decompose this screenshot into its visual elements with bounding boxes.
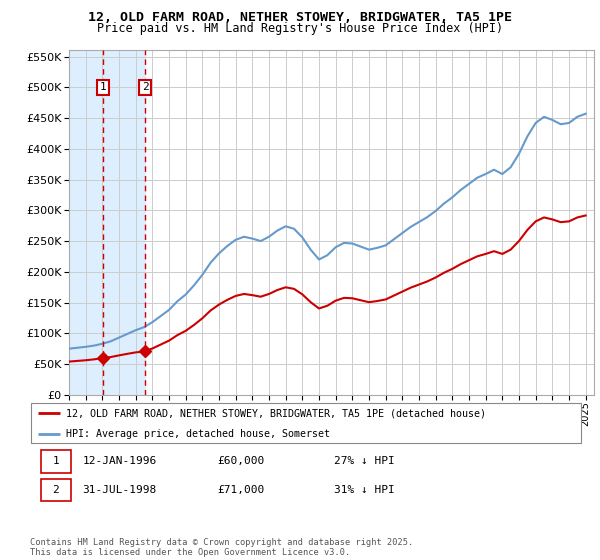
Text: 2: 2 (53, 485, 59, 495)
Text: HPI: Average price, detached house, Somerset: HPI: Average price, detached house, Some… (66, 430, 330, 439)
Text: Price paid vs. HM Land Registry's House Price Index (HPI): Price paid vs. HM Land Registry's House … (97, 22, 503, 35)
Text: 31% ↓ HPI: 31% ↓ HPI (334, 485, 394, 495)
Text: £71,000: £71,000 (218, 485, 265, 495)
Text: 12-JAN-1996: 12-JAN-1996 (82, 456, 157, 466)
Text: Contains HM Land Registry data © Crown copyright and database right 2025.
This d: Contains HM Land Registry data © Crown c… (30, 538, 413, 557)
Bar (103, 50, 145, 395)
Text: 1: 1 (100, 82, 106, 92)
FancyBboxPatch shape (41, 450, 71, 473)
Text: 12, OLD FARM ROAD, NETHER STOWEY, BRIDGWATER, TA5 1PE: 12, OLD FARM ROAD, NETHER STOWEY, BRIDGW… (88, 11, 512, 24)
Text: £60,000: £60,000 (218, 456, 265, 466)
Text: 27% ↓ HPI: 27% ↓ HPI (334, 456, 394, 466)
Text: 1: 1 (53, 456, 59, 466)
Text: 31-JUL-1998: 31-JUL-1998 (82, 485, 157, 495)
Bar (69, 50, 103, 395)
Text: 12, OLD FARM ROAD, NETHER STOWEY, BRIDGWATER, TA5 1PE (detached house): 12, OLD FARM ROAD, NETHER STOWEY, BRIDGW… (66, 408, 486, 418)
FancyBboxPatch shape (41, 479, 71, 501)
Text: 2: 2 (142, 82, 149, 92)
FancyBboxPatch shape (31, 403, 581, 444)
